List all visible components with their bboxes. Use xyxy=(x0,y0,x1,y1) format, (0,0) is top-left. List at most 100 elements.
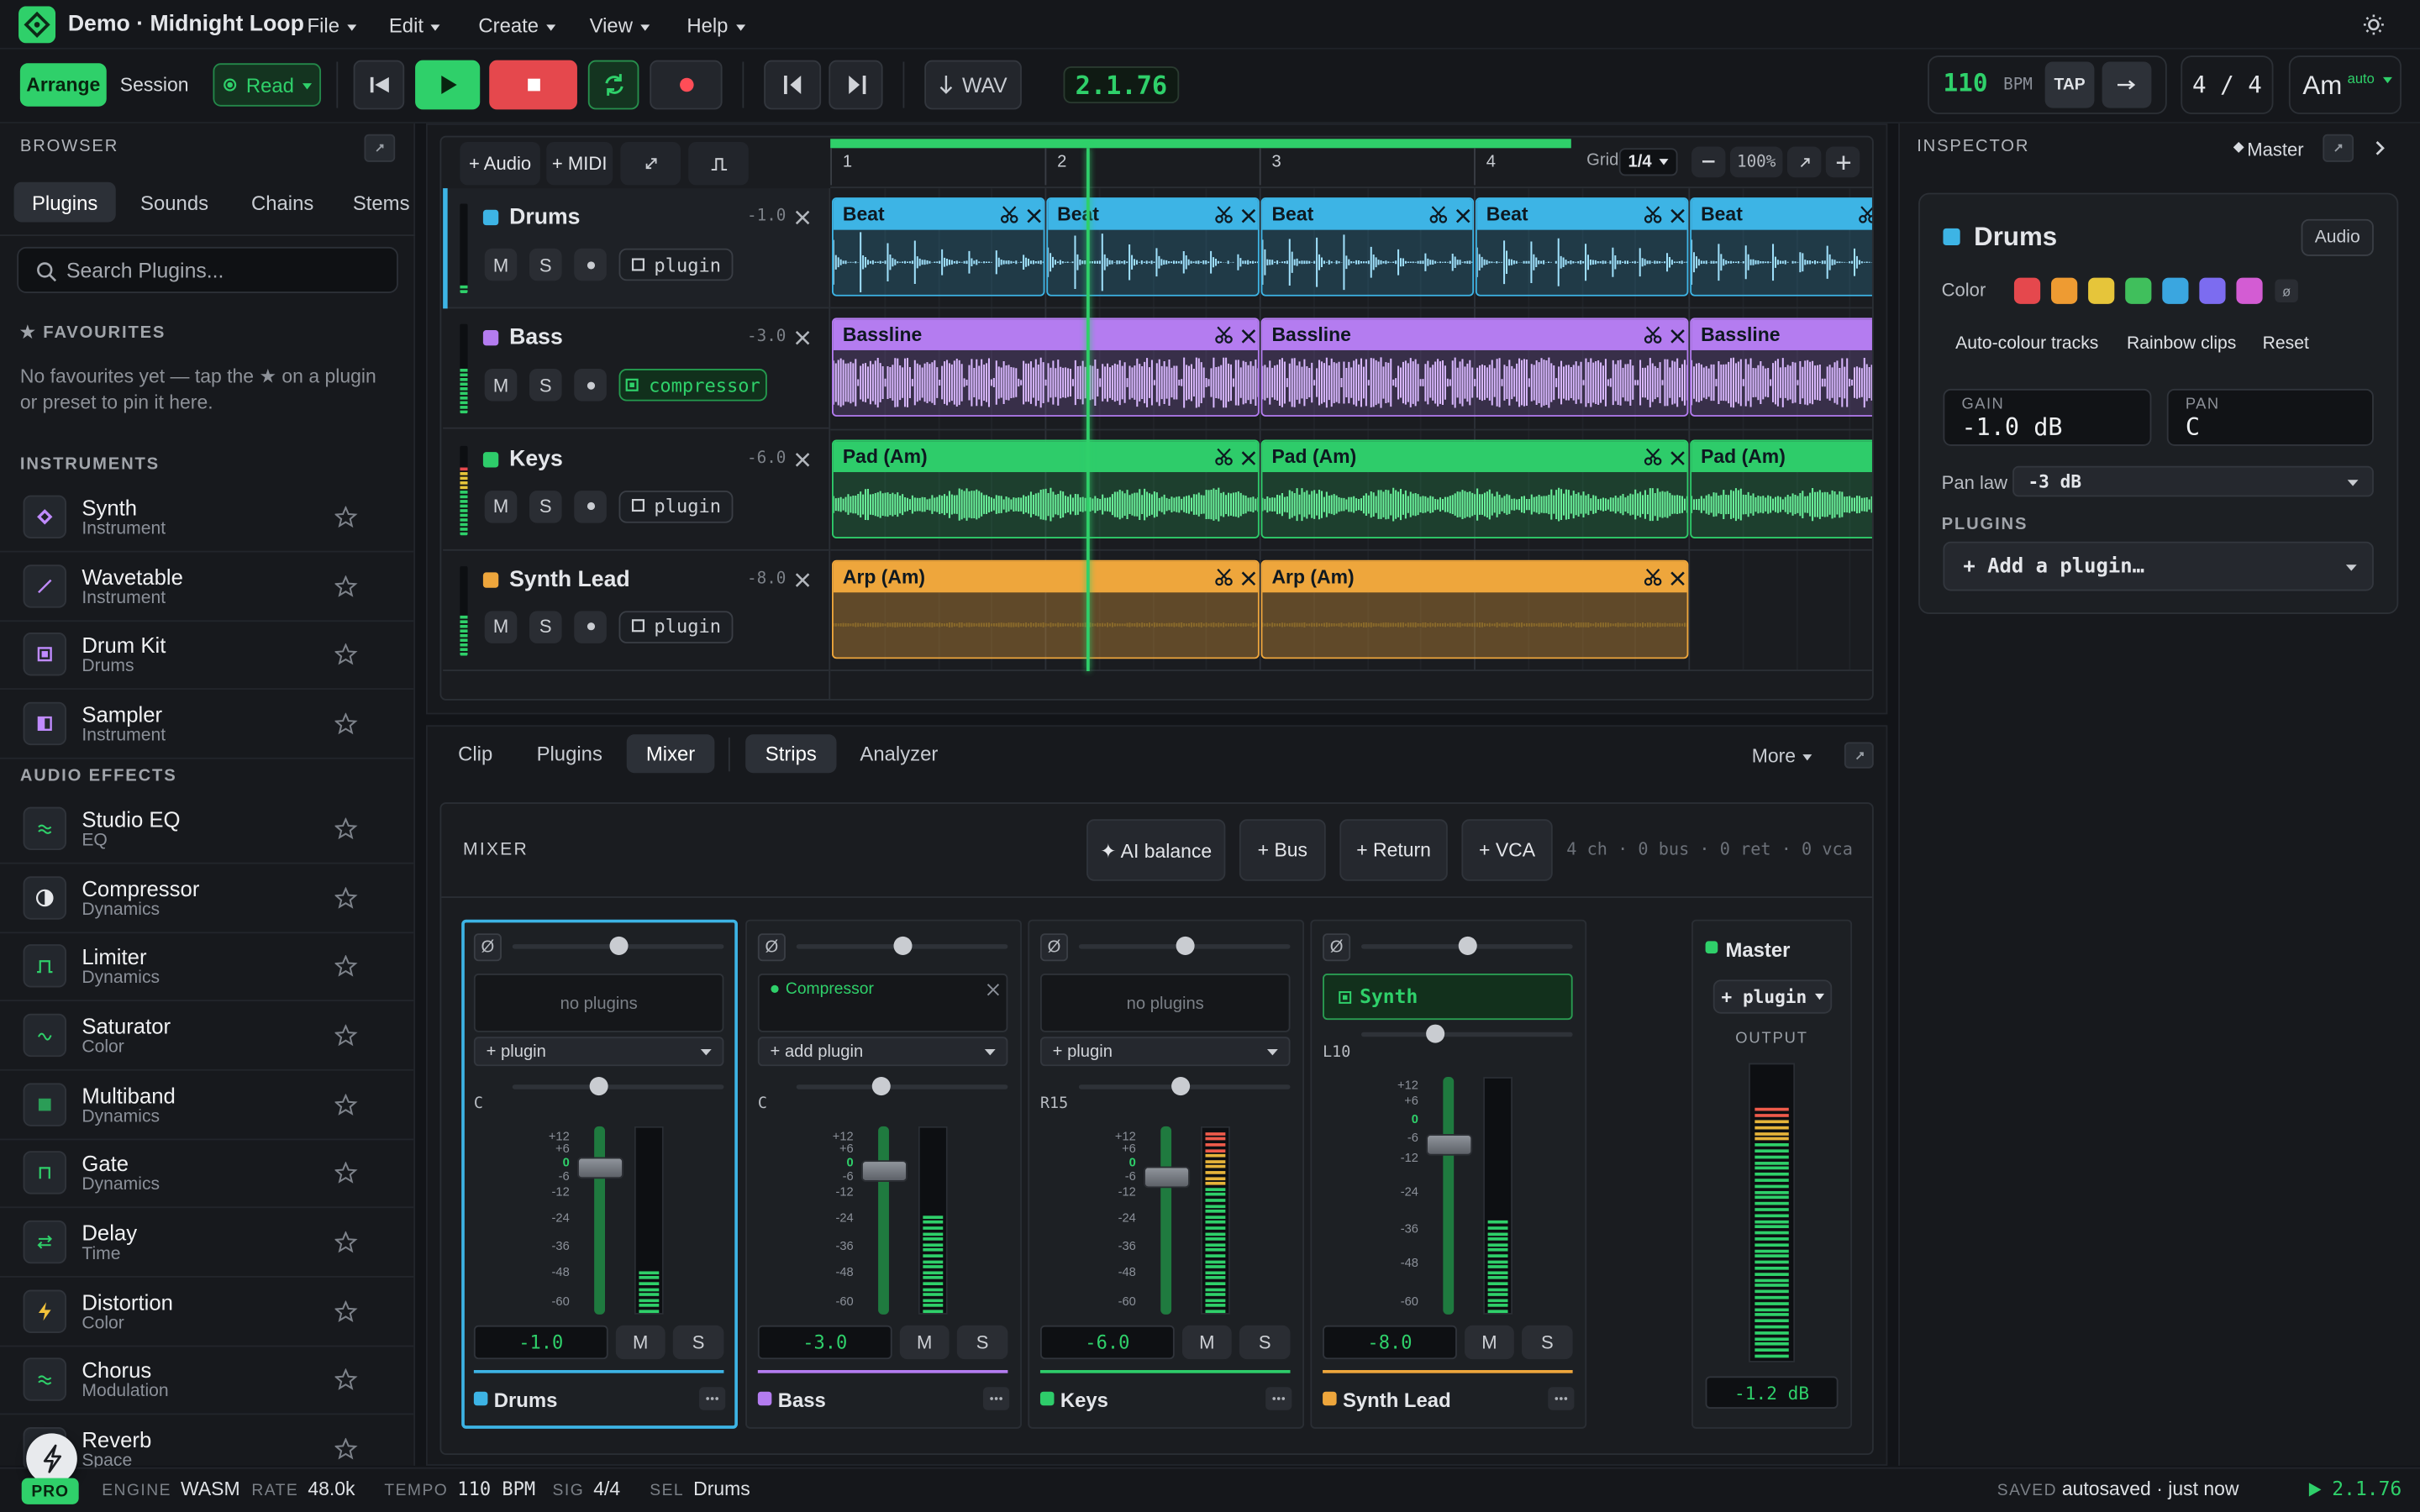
slider-knob[interactable] xyxy=(1171,1077,1191,1096)
add-plugin-select[interactable]: + add plugin xyxy=(757,1037,1008,1067)
browser-tab[interactable]: Sounds xyxy=(140,190,209,214)
search-box[interactable]: Search Plugins... xyxy=(17,246,398,293)
mixer-action[interactable]: + Return xyxy=(1339,819,1448,881)
mute-button[interactable]: M xyxy=(899,1325,950,1360)
track-button[interactable]: S xyxy=(529,611,562,643)
color-swatch[interactable] xyxy=(2199,277,2226,304)
clip[interactable]: Beat xyxy=(1690,197,1872,297)
clip[interactable]: Bassline xyxy=(1260,318,1689,417)
mixer-action[interactable]: ✦ AI balance xyxy=(1086,819,1226,881)
clip[interactable]: Bassline xyxy=(1690,318,1872,417)
level-box[interactable]: -3.0 xyxy=(757,1325,892,1360)
inspector-action[interactable]: Rainbow clips xyxy=(2127,334,2237,354)
fader-knob[interactable] xyxy=(576,1157,624,1179)
plugin-item[interactable]: Chorus Modulation xyxy=(0,1346,414,1416)
track-header[interactable] xyxy=(443,309,829,430)
solo-button[interactable]: S xyxy=(956,1325,1008,1360)
track-kind[interactable]: Audio xyxy=(2301,218,2374,256)
color-swatch[interactable] xyxy=(2162,277,2189,304)
assistant-button[interactable] xyxy=(26,1433,77,1484)
track-plugin[interactable]: plugin xyxy=(618,248,734,281)
arm-button[interactable] xyxy=(574,490,607,522)
plugin-item[interactable]: Synth Instrument xyxy=(0,483,414,553)
solo-button[interactable]: S xyxy=(1239,1325,1291,1360)
track-button[interactable]: S xyxy=(529,490,562,522)
panel-tab[interactable]: Clip xyxy=(458,742,493,766)
browser-tab[interactable]: Plugins xyxy=(13,181,116,223)
clip[interactable]: Beat xyxy=(832,197,1045,297)
track-plugin[interactable]: plugin xyxy=(618,490,734,522)
automation-mode[interactable]: Read xyxy=(213,63,322,107)
mute-button[interactable]: M xyxy=(1465,1325,1514,1360)
track-header[interactable] xyxy=(443,551,829,671)
slider-knob[interactable] xyxy=(609,936,629,955)
color-swatch[interactable] xyxy=(2125,277,2152,304)
track-header[interactable] xyxy=(443,430,829,550)
no-color[interactable]: ø xyxy=(2275,279,2298,302)
phase-button[interactable]: Ø xyxy=(757,933,786,962)
fader-knob[interactable] xyxy=(1144,1166,1191,1189)
slider-knob[interactable] xyxy=(1426,1024,1445,1043)
mixer-action[interactable]: + VCA xyxy=(1461,819,1553,881)
strip-menu[interactable] xyxy=(983,1387,1010,1410)
phase-button[interactable]: Ø xyxy=(1039,933,1069,962)
view-arrange[interactable]: Arrange xyxy=(19,63,107,107)
plugin-item[interactable]: Wavetable Instrument xyxy=(0,552,414,622)
skip-start[interactable] xyxy=(353,60,405,110)
zoom-in[interactable] xyxy=(1825,146,1860,178)
level-box[interactable]: -8.0 xyxy=(1323,1325,1457,1360)
color-swatch[interactable] xyxy=(2088,277,2115,304)
arm-button[interactable] xyxy=(574,248,607,281)
slider-knob[interactable] xyxy=(589,1077,608,1096)
track-button[interactable]: S xyxy=(529,369,562,402)
arm-button[interactable] xyxy=(574,369,607,402)
stop[interactable] xyxy=(489,60,577,110)
prev-marker[interactable] xyxy=(764,60,822,110)
track-button[interactable]: M xyxy=(484,248,518,281)
track-button[interactable]: M xyxy=(484,490,518,522)
slider-knob[interactable] xyxy=(871,1077,891,1096)
pan-law-select[interactable]: -3 dB xyxy=(2012,465,2374,497)
slider-knob[interactable] xyxy=(893,936,913,955)
grid-select[interactable]: 1/4 xyxy=(1618,148,1678,176)
solo-button[interactable]: S xyxy=(672,1325,724,1360)
panel-tab[interactable]: Mixer xyxy=(626,734,715,774)
expand-button[interactable] xyxy=(2323,134,2354,162)
track-button[interactable]: M xyxy=(484,611,518,643)
pulse-button[interactable] xyxy=(688,141,749,186)
master-add-plugin[interactable]: + plugin xyxy=(1712,979,1833,1014)
plugin-slot[interactable]: Synth xyxy=(1323,973,1573,1021)
inspector-action[interactable]: Reset xyxy=(2262,334,2309,354)
menu-item[interactable]: Create xyxy=(478,15,555,35)
clip[interactable]: Pad (Am) xyxy=(832,438,1260,538)
browser-tab[interactable]: Stems xyxy=(352,190,410,214)
color-swatch[interactable] xyxy=(2236,277,2263,304)
mute-button[interactable]: M xyxy=(1181,1325,1232,1360)
inspector-action[interactable]: Auto-colour tracks xyxy=(1955,334,2099,354)
clip[interactable]: Arp (Am) xyxy=(1260,559,1689,659)
level-box[interactable]: -1.0 xyxy=(473,1325,608,1360)
record[interactable] xyxy=(650,60,723,110)
phase-button[interactable]: Ø xyxy=(1323,933,1351,962)
slider-knob[interactable] xyxy=(1458,936,1477,955)
plugin-item[interactable]: Limiter Dynamics xyxy=(0,932,414,1002)
color-swatch[interactable] xyxy=(2013,277,2041,304)
menu-item[interactable]: File xyxy=(308,15,357,35)
add-plugin-select[interactable]: + plugin xyxy=(473,1037,724,1067)
strip-menu[interactable] xyxy=(699,1387,726,1410)
track-button[interactable]: M xyxy=(484,369,518,402)
plugin-item[interactable]: Saturator Color xyxy=(0,1001,414,1071)
zoom-level[interactable]: 100% xyxy=(1729,146,1783,178)
tap-button[interactable]: TAP xyxy=(2044,61,2095,108)
clip[interactable]: Beat xyxy=(1046,197,1260,297)
plugin-item[interactable]: Delay Time xyxy=(0,1208,414,1278)
strip-menu[interactable] xyxy=(1265,1387,1292,1410)
add-audio[interactable]: + Audio xyxy=(460,141,540,186)
view-session[interactable]: Session xyxy=(119,74,189,96)
strip-menu[interactable] xyxy=(1548,1387,1575,1410)
browser-tab[interactable]: Chains xyxy=(250,190,314,214)
view-tab[interactable]: Strips xyxy=(745,734,837,774)
plugin-item[interactable]: Gate Dynamics xyxy=(0,1139,414,1209)
plugin-item[interactable]: Studio EQ EQ xyxy=(0,795,414,864)
track-plugin[interactable]: plugin xyxy=(618,611,734,643)
